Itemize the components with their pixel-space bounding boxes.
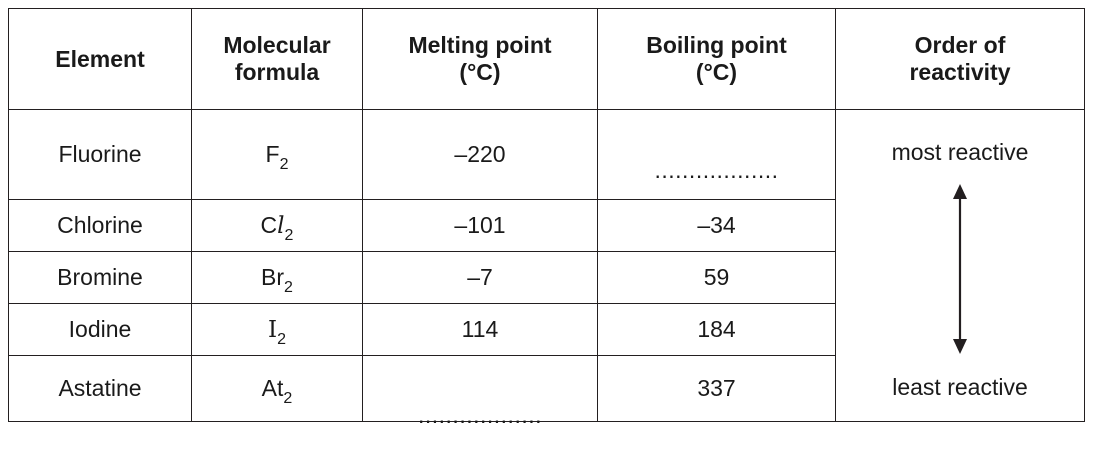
boiling-answer-blank[interactable]: .................. xyxy=(597,109,836,200)
header-molecular-formula: Molecular formula xyxy=(191,8,363,110)
boiling-cell: 337 xyxy=(597,355,836,422)
formula-cell: At2 xyxy=(191,355,363,422)
formula-cell: I2 xyxy=(191,303,363,356)
header-melting-point: Melting point (°C) xyxy=(362,8,598,110)
table-row: Iodine I2 114 184 xyxy=(8,303,1085,356)
element-cell: Iodine xyxy=(8,303,192,356)
melting-answer-blank[interactable]: .................. xyxy=(362,355,598,428)
boiling-cell: –34 xyxy=(597,199,836,252)
header-order-of-reactivity: Order of reactivity xyxy=(835,8,1085,110)
reactivity-cell: most reactive least reactive xyxy=(835,109,1085,422)
most-reactive-label: most reactive xyxy=(891,138,1029,165)
melting-cell: –101 xyxy=(362,199,598,252)
element-cell: Astatine xyxy=(8,355,192,422)
boiling-cell: 184 xyxy=(597,303,836,356)
least-reactive-label: least reactive xyxy=(892,373,1028,400)
double-headed-arrow-icon xyxy=(953,183,967,354)
formula-cell: Cl2 xyxy=(191,199,363,252)
melting-cell: 114 xyxy=(362,303,598,356)
element-cell: Fluorine xyxy=(8,109,192,200)
table-row: Fluorine F2 –220 .................. most… xyxy=(8,109,1085,422)
halogens-table: Element Molecular formula Melting point (°… xyxy=(8,8,1085,428)
formula-cell: F2 xyxy=(191,109,363,200)
melting-cell: –7 xyxy=(362,251,598,304)
boiling-cell: 59 xyxy=(597,251,836,304)
element-cell: Bromine xyxy=(8,251,192,304)
formula-cell: Br2 xyxy=(191,251,363,304)
melting-cell: –220 xyxy=(362,109,598,200)
header-row: Element Molecular formula Melting point (°… xyxy=(8,8,1085,110)
element-cell: Chlorine xyxy=(8,199,192,252)
table-row: Astatine At2 .................. 337 xyxy=(8,355,1085,428)
header-boiling-point: Boiling point (°C) xyxy=(597,8,836,110)
header-element: Element xyxy=(8,8,192,110)
